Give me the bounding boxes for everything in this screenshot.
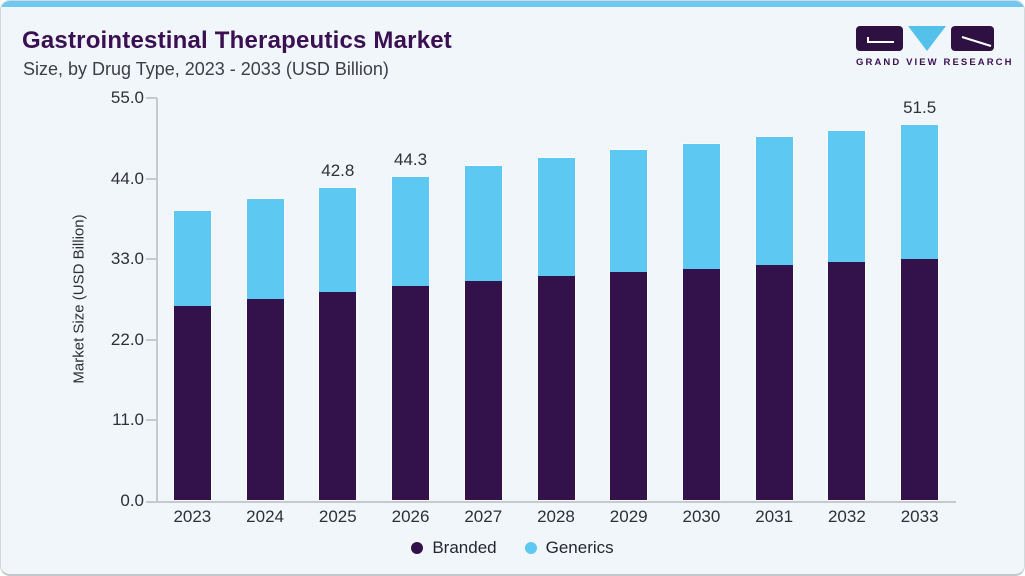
bar-2029	[609, 149, 649, 501]
bar-2026	[391, 176, 431, 501]
bar-2023	[172, 210, 212, 501]
bar-segment-generics-2026	[392, 177, 430, 286]
logo-text: GRAND VIEW RESEARCH	[856, 57, 1014, 68]
logo-g-icon	[856, 25, 903, 51]
legend-label-generics: Generics	[545, 538, 614, 557]
x-axis-label-2023: 2023	[173, 507, 212, 526]
y-axis-title: Market Size (USD Billion)	[70, 214, 88, 384]
page-title: Gastrointestinal Therapeutics Market	[22, 27, 452, 54]
bar-2033	[900, 123, 940, 501]
y-tick-label-55.0: 55.0	[110, 88, 144, 107]
logo-v-icon	[908, 25, 946, 51]
y-tick-mark-22.0	[146, 338, 157, 341]
x-axis-label-2030: 2030	[682, 507, 721, 526]
bar-segment-generics-2030	[682, 143, 720, 269]
bar-segment-branded-2028	[537, 276, 575, 500]
top-accent-strip	[1, 1, 1024, 7]
bar-segment-branded-2033	[901, 259, 939, 500]
y-tick-label-11.0: 11.0	[112, 410, 144, 430]
y-tick-mark-11.0	[146, 419, 157, 422]
bar-segment-generics-2033	[901, 124, 939, 260]
x-axis-label-2028: 2028	[537, 507, 575, 526]
bar-segment-generics-2031	[755, 137, 793, 266]
bar-segment-branded-2027	[464, 280, 502, 500]
y-tick-mark-33.0	[146, 258, 157, 261]
bar-2024	[245, 198, 285, 501]
bar-segment-generics-2027	[464, 166, 502, 281]
x-axis-label-2024: 2024	[246, 507, 284, 526]
y-tick-mark-55.0	[146, 97, 157, 99]
x-axis-label-2029: 2029	[609, 507, 648, 526]
bar-segment-branded-2024	[246, 299, 284, 500]
y-tick-label-33.0: 33.0	[110, 249, 144, 269]
y-axis-line	[156, 98, 158, 501]
x-axis-label-2026: 2026	[391, 507, 430, 526]
legend-item-generics: Generics	[524, 538, 614, 558]
gvr-logo: GRAND VIEW RESEARCH	[856, 25, 1014, 68]
bar-segment-generics-2023	[173, 211, 211, 307]
bar-segment-branded-2031	[755, 265, 793, 500]
bar-segment-branded-2023	[173, 306, 211, 500]
x-axis-label-2031: 2031	[755, 507, 794, 526]
bar-value-label-2025: 42.8	[321, 161, 355, 181]
x-axis-label-2032: 2032	[827, 507, 866, 526]
bar-2032	[827, 129, 867, 501]
bar-segment-branded-2030	[682, 269, 720, 500]
bar-segment-generics-2032	[828, 130, 866, 263]
bar-segment-branded-2025	[319, 291, 357, 500]
x-axis-line	[146, 501, 956, 503]
bar-2025	[318, 187, 358, 501]
x-axis-label-2027: 2027	[464, 507, 503, 526]
x-axis-label-2025: 2025	[318, 507, 357, 526]
y-tick-label-44.0: 44.0	[110, 168, 144, 188]
bar-2030	[681, 142, 721, 501]
page-subtitle: Size, by Drug Type, 2023 - 2033 (USD Bil…	[23, 59, 389, 79]
bar-segment-generics-2029	[610, 150, 648, 272]
bar-value-label-2033: 51.5	[903, 97, 937, 117]
bar-segment-generics-2024	[246, 199, 284, 300]
x-axis-label-2033: 2033	[900, 507, 939, 526]
y-tick-label-0.0: 0.0	[120, 491, 144, 510]
legend: Branded Generics	[1, 538, 1024, 558]
bar-segment-branded-2026	[392, 285, 430, 500]
bar-segment-branded-2032	[828, 262, 866, 500]
legend-swatch-generics	[524, 542, 537, 554]
bar-segment-branded-2029	[610, 271, 648, 500]
legend-label-branded: Branded	[432, 538, 497, 557]
bar-value-label-2026: 44.3	[393, 150, 428, 170]
bar-segment-generics-2025	[319, 188, 357, 292]
bar-2027	[463, 165, 503, 501]
bar-2031	[754, 136, 794, 501]
legend-item-branded: Branded	[411, 538, 497, 558]
bar-2028	[536, 157, 576, 501]
legend-swatch-branded	[411, 542, 424, 554]
gvr-logo-marks	[856, 25, 1001, 51]
y-tick-label-22.0: 22.0	[110, 329, 144, 349]
bar-segment-generics-2028	[537, 158, 575, 277]
y-tick-mark-44.0	[146, 177, 157, 180]
logo-r-icon	[951, 25, 994, 51]
